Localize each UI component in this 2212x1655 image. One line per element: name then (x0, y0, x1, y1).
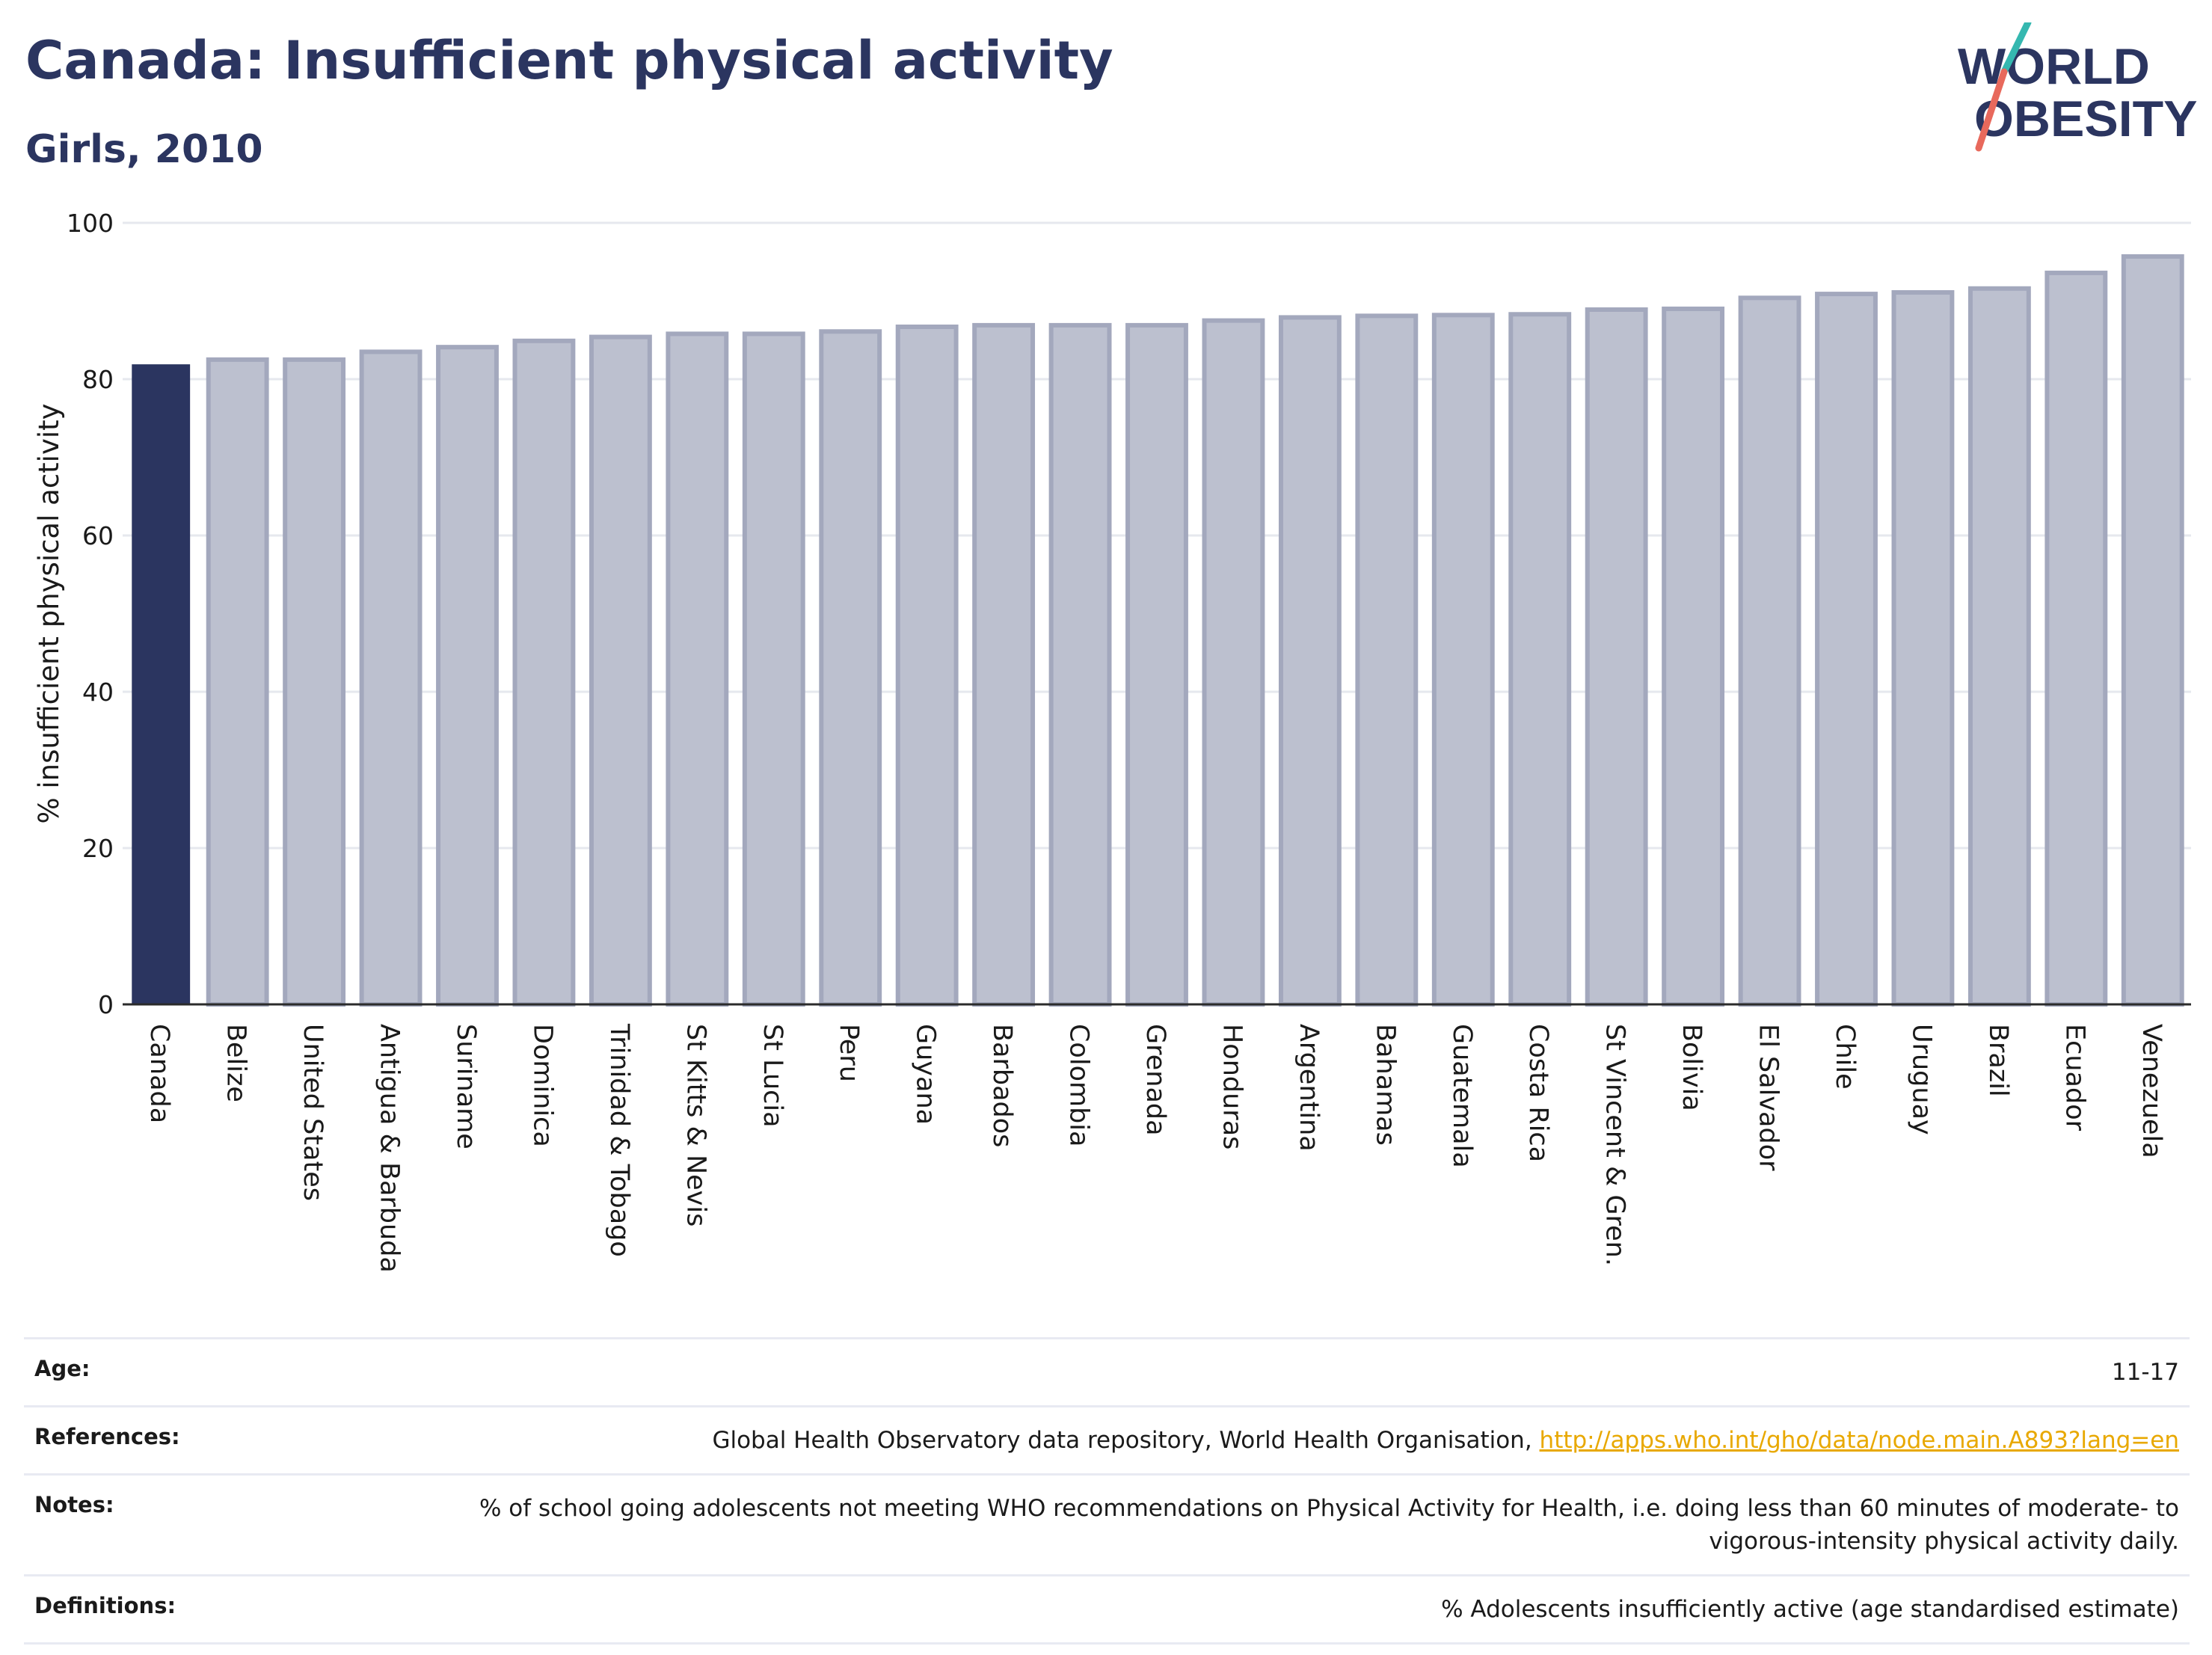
bar-st-kitts-nevis (666, 331, 729, 1007)
bar-bahamas (1355, 313, 1419, 1007)
bar-el-salvador (1738, 295, 1801, 1007)
x-tick-label: Bolivia (1677, 1024, 1706, 1111)
x-tick-label: Suriname (451, 1024, 481, 1149)
x-tick-label: St Vincent & Gren. (1600, 1024, 1630, 1266)
x-tick-label: Guyana (911, 1024, 941, 1125)
bar-st-vincent-gren (1585, 307, 1648, 1007)
x-tick-label: Canada (144, 1024, 174, 1123)
x-tick-label: Guatemala (1447, 1024, 1477, 1168)
y-tick-label: 20 (82, 834, 114, 863)
x-tick-label: Dominica (527, 1024, 557, 1147)
bar-ecuador (2044, 270, 2108, 1007)
info-row-references: References: Global Health Observatory da… (24, 1407, 2190, 1476)
x-tick-label: St Lucia (758, 1024, 787, 1128)
bar-st-lucia (742, 331, 805, 1007)
bar-trinidad-tobago (589, 334, 652, 1007)
x-tick-label: Venezuela (2136, 1024, 2166, 1158)
logo-slash-coral (1975, 68, 2008, 152)
info-row-notes: Notes: % of school going adolescents not… (24, 1476, 2190, 1576)
bar-guatemala (1431, 313, 1495, 1007)
bar-suriname (436, 345, 499, 1007)
references-text: Global Health Observatory data repositor… (712, 1427, 1540, 1454)
y-tick-label: 40 (82, 678, 114, 707)
y-tick-label: 60 (82, 521, 114, 550)
x-axis-labels: Canada Belize United States Antigua & Barbu… (144, 1023, 2166, 1273)
bar-grenada (1125, 322, 1188, 1007)
logo-text-world: WORLD (1958, 38, 2150, 95)
x-tick-label: United States (298, 1024, 328, 1201)
age-value: 11-17 (2111, 1359, 2179, 1386)
bar-venezuela (2121, 254, 2184, 1007)
chart-subtitle: Girls, 2010 (25, 127, 263, 172)
x-tick-label: Bahamas (1370, 1024, 1400, 1146)
x-tick-label: Peru (834, 1024, 864, 1082)
y-tick-label: 0 (98, 990, 114, 1019)
bars (132, 254, 2184, 1007)
bar-uruguay (1891, 290, 1955, 1007)
bar-chile (1815, 292, 1878, 1007)
definitions-value: % Adolescents insufficiently active (age… (1441, 1596, 2179, 1623)
definitions-label: Definitions: (34, 1593, 176, 1618)
x-tick-label: Antigua & Barbuda (375, 1024, 405, 1273)
x-tick-label: Chile (1830, 1024, 1860, 1090)
x-tick-label: El Salvador (1754, 1024, 1784, 1171)
x-tick-label: Honduras (1217, 1024, 1247, 1149)
age-label: Age: (34, 1356, 90, 1381)
x-tick-label: Brazil (1983, 1024, 2013, 1097)
x-tick-label: Uruguay (1906, 1024, 1936, 1135)
bar-argentina (1278, 315, 1342, 1007)
chart-title: Canada: Insufficient physical activity (25, 30, 1113, 91)
x-tick-label: Barbados (987, 1024, 1017, 1147)
bar-belize (206, 357, 269, 1007)
bar-united-states (283, 357, 346, 1007)
x-tick-label: Argentina (1294, 1024, 1324, 1152)
bar-bolivia (1662, 306, 1725, 1007)
x-tick-label: Colombia (1064, 1024, 1094, 1146)
x-tick-label: Ecuador (2059, 1024, 2089, 1132)
x-tick-label: Costa Rica (1523, 1024, 1553, 1162)
x-tick-label: Trinidad & Tobago (604, 1023, 634, 1257)
bar-peru (819, 329, 882, 1007)
references-link[interactable]: http://apps.who.int/gho/data/node.main.A… (1539, 1427, 2179, 1454)
bar-honduras (1202, 318, 1265, 1007)
y-axis-ticks: 0 20 40 60 80 100 (67, 209, 114, 1019)
info-row-definitions: Definitions: % Adolescents insufficientl… (24, 1576, 2190, 1645)
bar-chart: 0 20 40 60 80 100 Canada Belize United States An… (33, 209, 2191, 1273)
x-tick-label: Grenada (1140, 1024, 1170, 1136)
bar-costa-rica (1508, 312, 1572, 1007)
bar-dominica (512, 338, 576, 1007)
x-tick-label: St Kitts & Nevis (681, 1024, 710, 1226)
logo-slash-teal (2000, 22, 2032, 76)
notes-label: Notes: (34, 1492, 114, 1517)
y-tick-label: 80 (82, 365, 114, 394)
bar-antigua-barbuda (359, 349, 423, 1007)
world-obesity-logo: WORLD OBESITY (1958, 22, 2198, 152)
info-row-age: Age: 11-17 (24, 1339, 2190, 1407)
y-tick-label: 100 (67, 209, 114, 238)
references-label: References: (34, 1424, 180, 1449)
y-axis-title: % insufficient physical activity (33, 403, 65, 823)
bar-canada (132, 364, 191, 1004)
x-tick-label: Belize (221, 1024, 251, 1102)
info-table: Age: 11-17 References: Global Health Obs… (24, 1337, 2190, 1645)
notes-value: % of school going adolescents not meetin… (479, 1495, 2179, 1555)
references-value: Global Health Observatory data repositor… (712, 1424, 2179, 1457)
bar-guyana (895, 324, 959, 1007)
logo-text-obesity: OBESITY (1974, 90, 2198, 147)
bar-barbados (972, 322, 1036, 1007)
bar-brazil (1967, 286, 2031, 1007)
bar-colombia (1048, 322, 1112, 1007)
